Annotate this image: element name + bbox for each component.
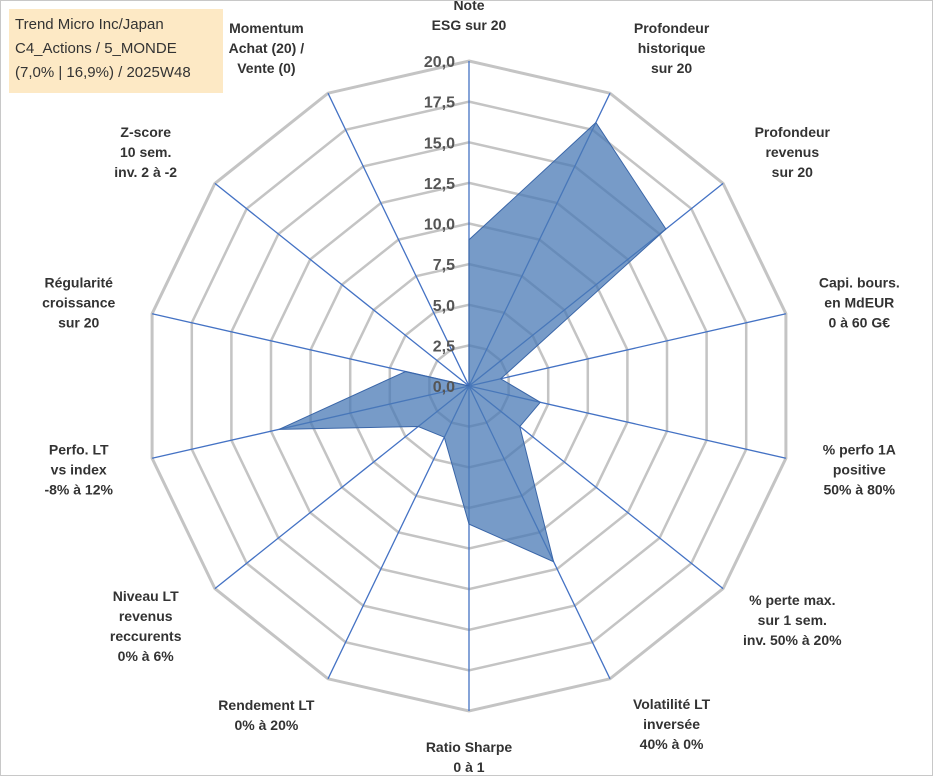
axis-label-6: Volatilité LT inversée 40% à 0%	[633, 696, 711, 752]
tick-label-5: 12,5	[424, 176, 455, 193]
axis-label-line: Perfo. LT	[49, 441, 109, 457]
axis-label-5: % perte max. sur 1 sem. inv. 50% à 20%	[743, 592, 842, 648]
axis-label-line: 0% à 6%	[118, 648, 175, 664]
axis-label-line: inv. 2 à -2	[114, 164, 177, 180]
axis-label-line: revenus	[119, 608, 173, 624]
axis-label-line: sur 1 sem.	[758, 612, 827, 628]
chart-title-box: Trend Micro Inc/Japan C4_Actions / 5_MON…	[9, 9, 223, 93]
axis-label-line: reccurents	[110, 628, 182, 644]
axis-label-line: 10 sem.	[120, 144, 171, 160]
title-line-3: (7,0% | 16,9%) / 2025W48	[15, 64, 191, 81]
axis-label-7: Ratio Sharpe 0 à 1	[426, 739, 513, 775]
tick-label-4: 10,0	[424, 217, 455, 234]
axis-label-line: Capi. bours.	[819, 275, 900, 291]
axis-label-line: revenus	[765, 144, 819, 160]
axis-label-line: 50% à 80%	[823, 481, 895, 497]
axis-label-line: croissance	[42, 295, 115, 311]
axis-label-line: 40% à 0%	[640, 736, 704, 752]
axis-label-line: Achat (20) /	[229, 40, 305, 56]
axis-label-9: Niveau LT revenus reccurents 0% à 6%	[110, 588, 182, 664]
title-line-1: Trend Micro Inc/Japan	[15, 16, 164, 33]
axis-label-11: Régularité croissance sur 20	[42, 275, 115, 331]
tick-labels: 0,0 2,5 5,0 7,5 10,0 12,5 15,0 17,5 20,0	[424, 54, 455, 396]
tick-label-8: 20,0	[424, 54, 455, 71]
tick-label-0: 0,0	[433, 379, 455, 396]
axis-label-line: 0 à 60 G€	[829, 315, 891, 331]
axis-label-line: Z-score	[120, 124, 171, 140]
axis-label-line: en MdEUR	[824, 295, 894, 311]
axis-label-line: Régularité	[44, 275, 113, 291]
axis-label-3: Capi. bours. en MdEUR 0 à 60 G€	[819, 275, 900, 331]
axis-spoke-13	[327, 92, 470, 387]
axis-label-line: Profondeur	[634, 20, 710, 36]
tick-label-2: 5,0	[433, 298, 455, 315]
axis-label-line: inversée	[643, 716, 700, 732]
axis-label-line: Momentum	[229, 20, 304, 36]
axis-label-line: Vente (0)	[237, 60, 295, 76]
axis-label-line: Rendement LT	[218, 697, 315, 713]
axis-label-line: -8% à 12%	[44, 481, 113, 497]
axis-label-line: Note	[453, 1, 484, 13]
series-area	[278, 121, 667, 563]
axis-label-line: sur 20	[651, 60, 692, 76]
axis-label-line: Niveau LT	[113, 588, 179, 604]
axis-label-13: Momentum Achat (20) / Vente (0)	[229, 20, 305, 76]
axis-label-line: positive	[833, 461, 886, 477]
axis-label-line: historique	[638, 40, 706, 56]
axis-label-line: Ratio Sharpe	[426, 739, 513, 755]
tick-label-3: 7,5	[433, 257, 455, 274]
tick-label-7: 17,5	[424, 95, 455, 112]
series-layer	[278, 121, 667, 563]
axis-label-12: Z-score 10 sem. inv. 2 à -2	[114, 124, 177, 180]
axis-spoke-12	[214, 182, 470, 387]
axis-label-8: Rendement LT 0% à 20%	[218, 697, 315, 733]
axis-label-1: Profondeur historique sur 20	[634, 20, 710, 76]
axis-label-line: Volatilité LT	[633, 696, 711, 712]
axis-label-line: % perte max.	[749, 592, 835, 608]
axis-label-line: ESG sur 20	[432, 17, 507, 33]
title-line-2: C4_Actions / 5_MONDE	[15, 40, 177, 57]
axis-label-line: sur 20	[772, 164, 813, 180]
axis-labels: Note ESG sur 20 Profondeur historique sur 20…	[42, 1, 900, 775]
axis-label-0: Note ESG sur 20	[432, 1, 507, 33]
axis-label-line: Profondeur	[755, 124, 831, 140]
tick-label-1: 2,5	[433, 338, 455, 355]
axis-label-4: % perfo 1A positive 50% à 80%	[823, 441, 896, 497]
axis-label-line: 0 à 1	[453, 759, 484, 775]
axis-label-line: % perfo 1A	[823, 441, 896, 457]
axis-label-line: sur 20	[58, 315, 99, 331]
axis-label-line: inv. 50% à 20%	[743, 632, 842, 648]
axis-label-line: 0% à 20%	[234, 717, 298, 733]
tick-label-6: 15,0	[424, 135, 455, 152]
axis-label-2: Profondeur revenus sur 20	[755, 124, 831, 180]
axis-label-line: vs index	[51, 461, 107, 477]
axis-label-10: Perfo. LT vs index -8% à 12%	[44, 441, 113, 497]
axis-spoke-3	[468, 313, 787, 387]
